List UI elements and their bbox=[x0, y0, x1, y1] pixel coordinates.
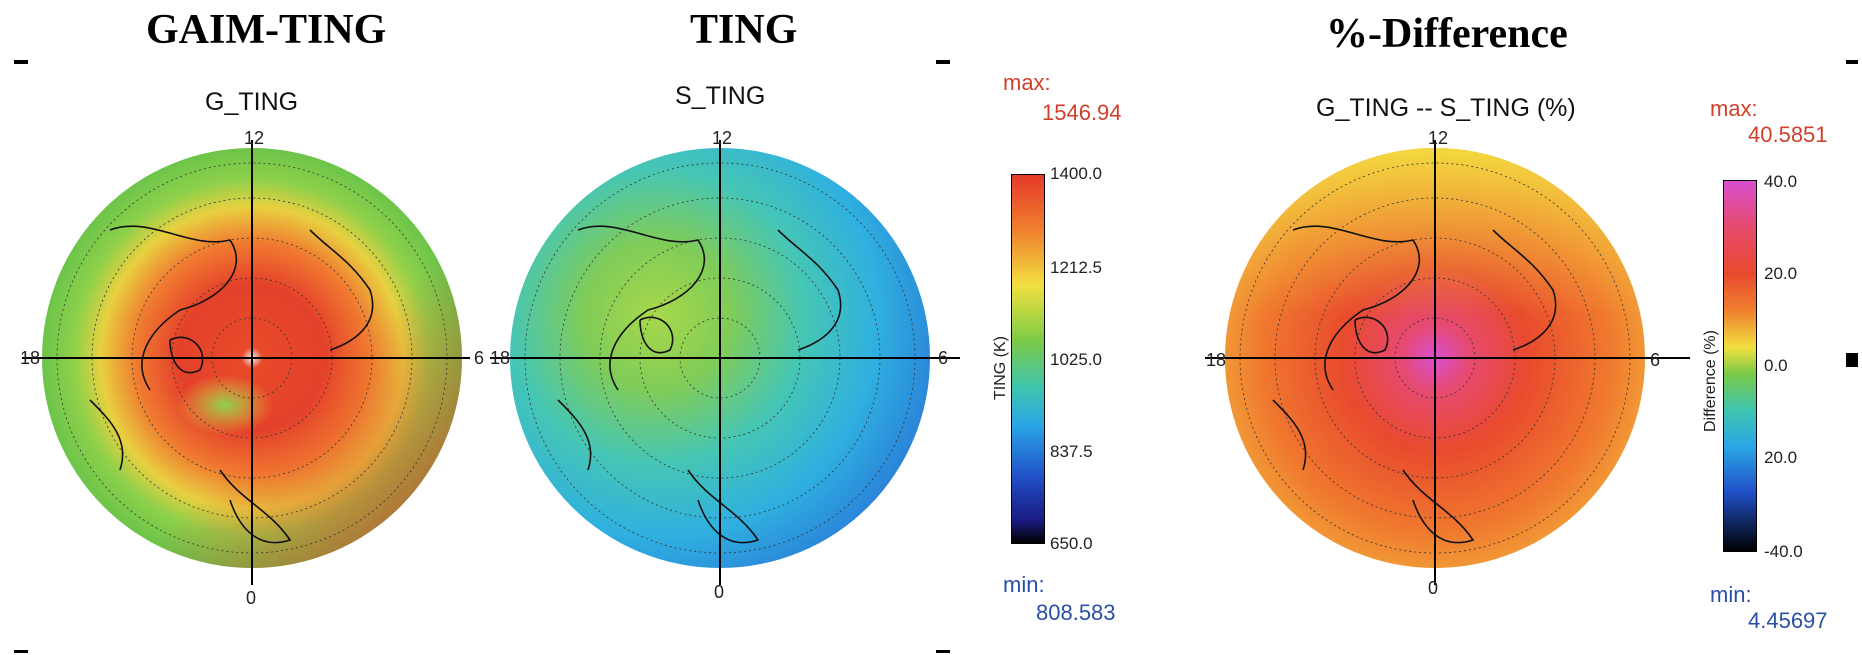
lt-label-18: 18 bbox=[20, 348, 41, 368]
panel-title-s-ting: S_TING bbox=[675, 82, 766, 110]
lt-label-12: 12 bbox=[712, 128, 733, 148]
corner-mark bbox=[14, 650, 28, 653]
diff-tick: 20.0 bbox=[1764, 448, 1798, 467]
panel-title-diff: G_TING -- S_TING (%) bbox=[1316, 94, 1576, 122]
ting-max-value: 1546.94 bbox=[1042, 100, 1122, 125]
lt-label-18: 18 bbox=[490, 348, 511, 368]
ting-axis-title: TING (K) bbox=[992, 336, 1009, 400]
lt-label-6: 6 bbox=[938, 348, 949, 368]
ting-tick: 1212.5 bbox=[1050, 258, 1102, 277]
header-ting: TING bbox=[690, 7, 798, 53]
diff-tick: -40.0 bbox=[1764, 542, 1803, 561]
diff-tick: 20.0 bbox=[1764, 264, 1798, 283]
diff-axis-title: Difference (%) bbox=[1702, 330, 1719, 432]
header-gaim-ting: GAIM-TING bbox=[146, 7, 387, 53]
lt-label-6: 6 bbox=[474, 348, 485, 368]
ting-min-value: 808.583 bbox=[1036, 600, 1116, 625]
lt-label-0: 0 bbox=[714, 582, 725, 602]
ting-min-label: min: bbox=[1003, 572, 1045, 597]
lt-label-18: 18 bbox=[1206, 350, 1227, 370]
diff-tick: 0.0 bbox=[1764, 356, 1788, 375]
corner-mark bbox=[936, 650, 950, 653]
ting-tick: 1025.0 bbox=[1050, 350, 1102, 369]
lt-label-0: 0 bbox=[246, 588, 257, 608]
diff-tick: 40.0 bbox=[1764, 172, 1798, 191]
header-difference: %-Difference bbox=[1326, 11, 1568, 57]
lt-label-0: 0 bbox=[1428, 578, 1439, 598]
ting-tick: 650.0 bbox=[1050, 534, 1093, 553]
panel-title-g-ting: G_TING bbox=[205, 88, 299, 116]
diff-min-label: min: bbox=[1710, 582, 1752, 607]
diff-colorbar bbox=[1723, 180, 1757, 552]
ting-tick: 837.5 bbox=[1050, 442, 1093, 461]
diff-max-label: max: bbox=[1710, 96, 1758, 121]
corner-mark bbox=[1846, 353, 1858, 367]
lt-label-6: 6 bbox=[1650, 350, 1661, 370]
ting-colorbar bbox=[1011, 174, 1045, 544]
corner-mark bbox=[14, 60, 28, 64]
diff-max-value: 40.5851 bbox=[1748, 122, 1828, 147]
diff-min-value: 4.45697 bbox=[1748, 608, 1828, 633]
ting-max-label: max: bbox=[1003, 70, 1051, 95]
corner-mark bbox=[1846, 60, 1858, 64]
ting-tick: 1400.0 bbox=[1050, 164, 1102, 183]
lt-label-12: 12 bbox=[1428, 128, 1449, 148]
corner-mark bbox=[936, 60, 950, 64]
lt-label-12: 12 bbox=[244, 128, 265, 148]
